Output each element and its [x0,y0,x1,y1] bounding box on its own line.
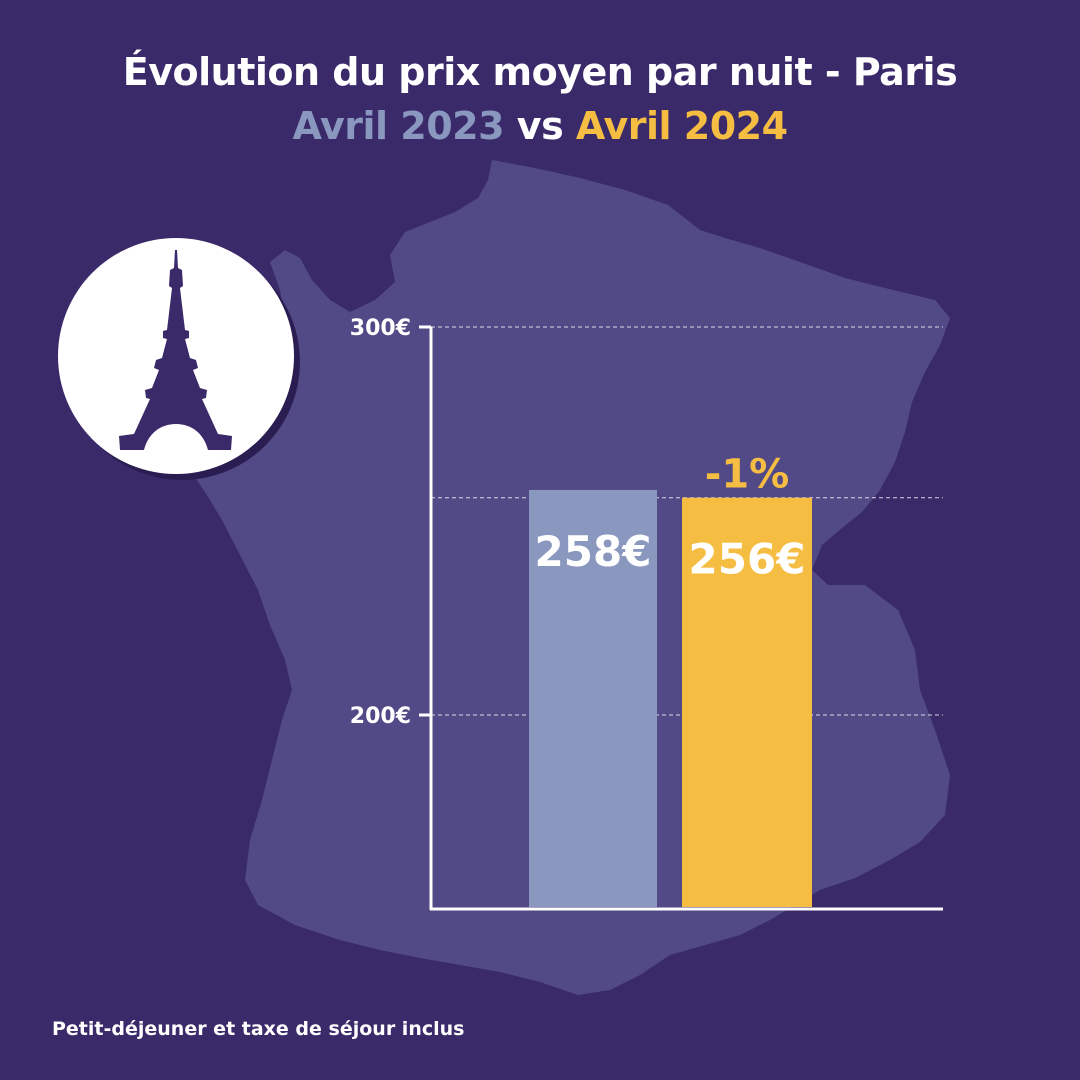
y-tick-label: 200€ [350,704,411,729]
footnote: Petit-déjeuner et taxe de séjour inclus [52,1018,465,1040]
eiffel-tower-icon [119,250,232,450]
y-tick-label: 300€ [350,316,411,341]
eiffel-tower-badge [58,238,294,474]
period-2024-label: Avril 2024 [575,104,788,148]
bar-avril-2023 [529,489,657,907]
vs-label: vs [516,104,564,148]
period-2023-label: Avril 2023 [292,104,505,148]
change-label: -1% [705,452,790,498]
bar-avril-2024 [682,497,812,907]
chart-subtitle: Avril 2023 vs Avril 2024 [0,104,1080,148]
chart-title: Évolution du prix moyen par nuit - Paris [122,50,958,94]
bar-value-label: 256€ [689,535,806,584]
bar-value-label: 258€ [535,527,652,576]
